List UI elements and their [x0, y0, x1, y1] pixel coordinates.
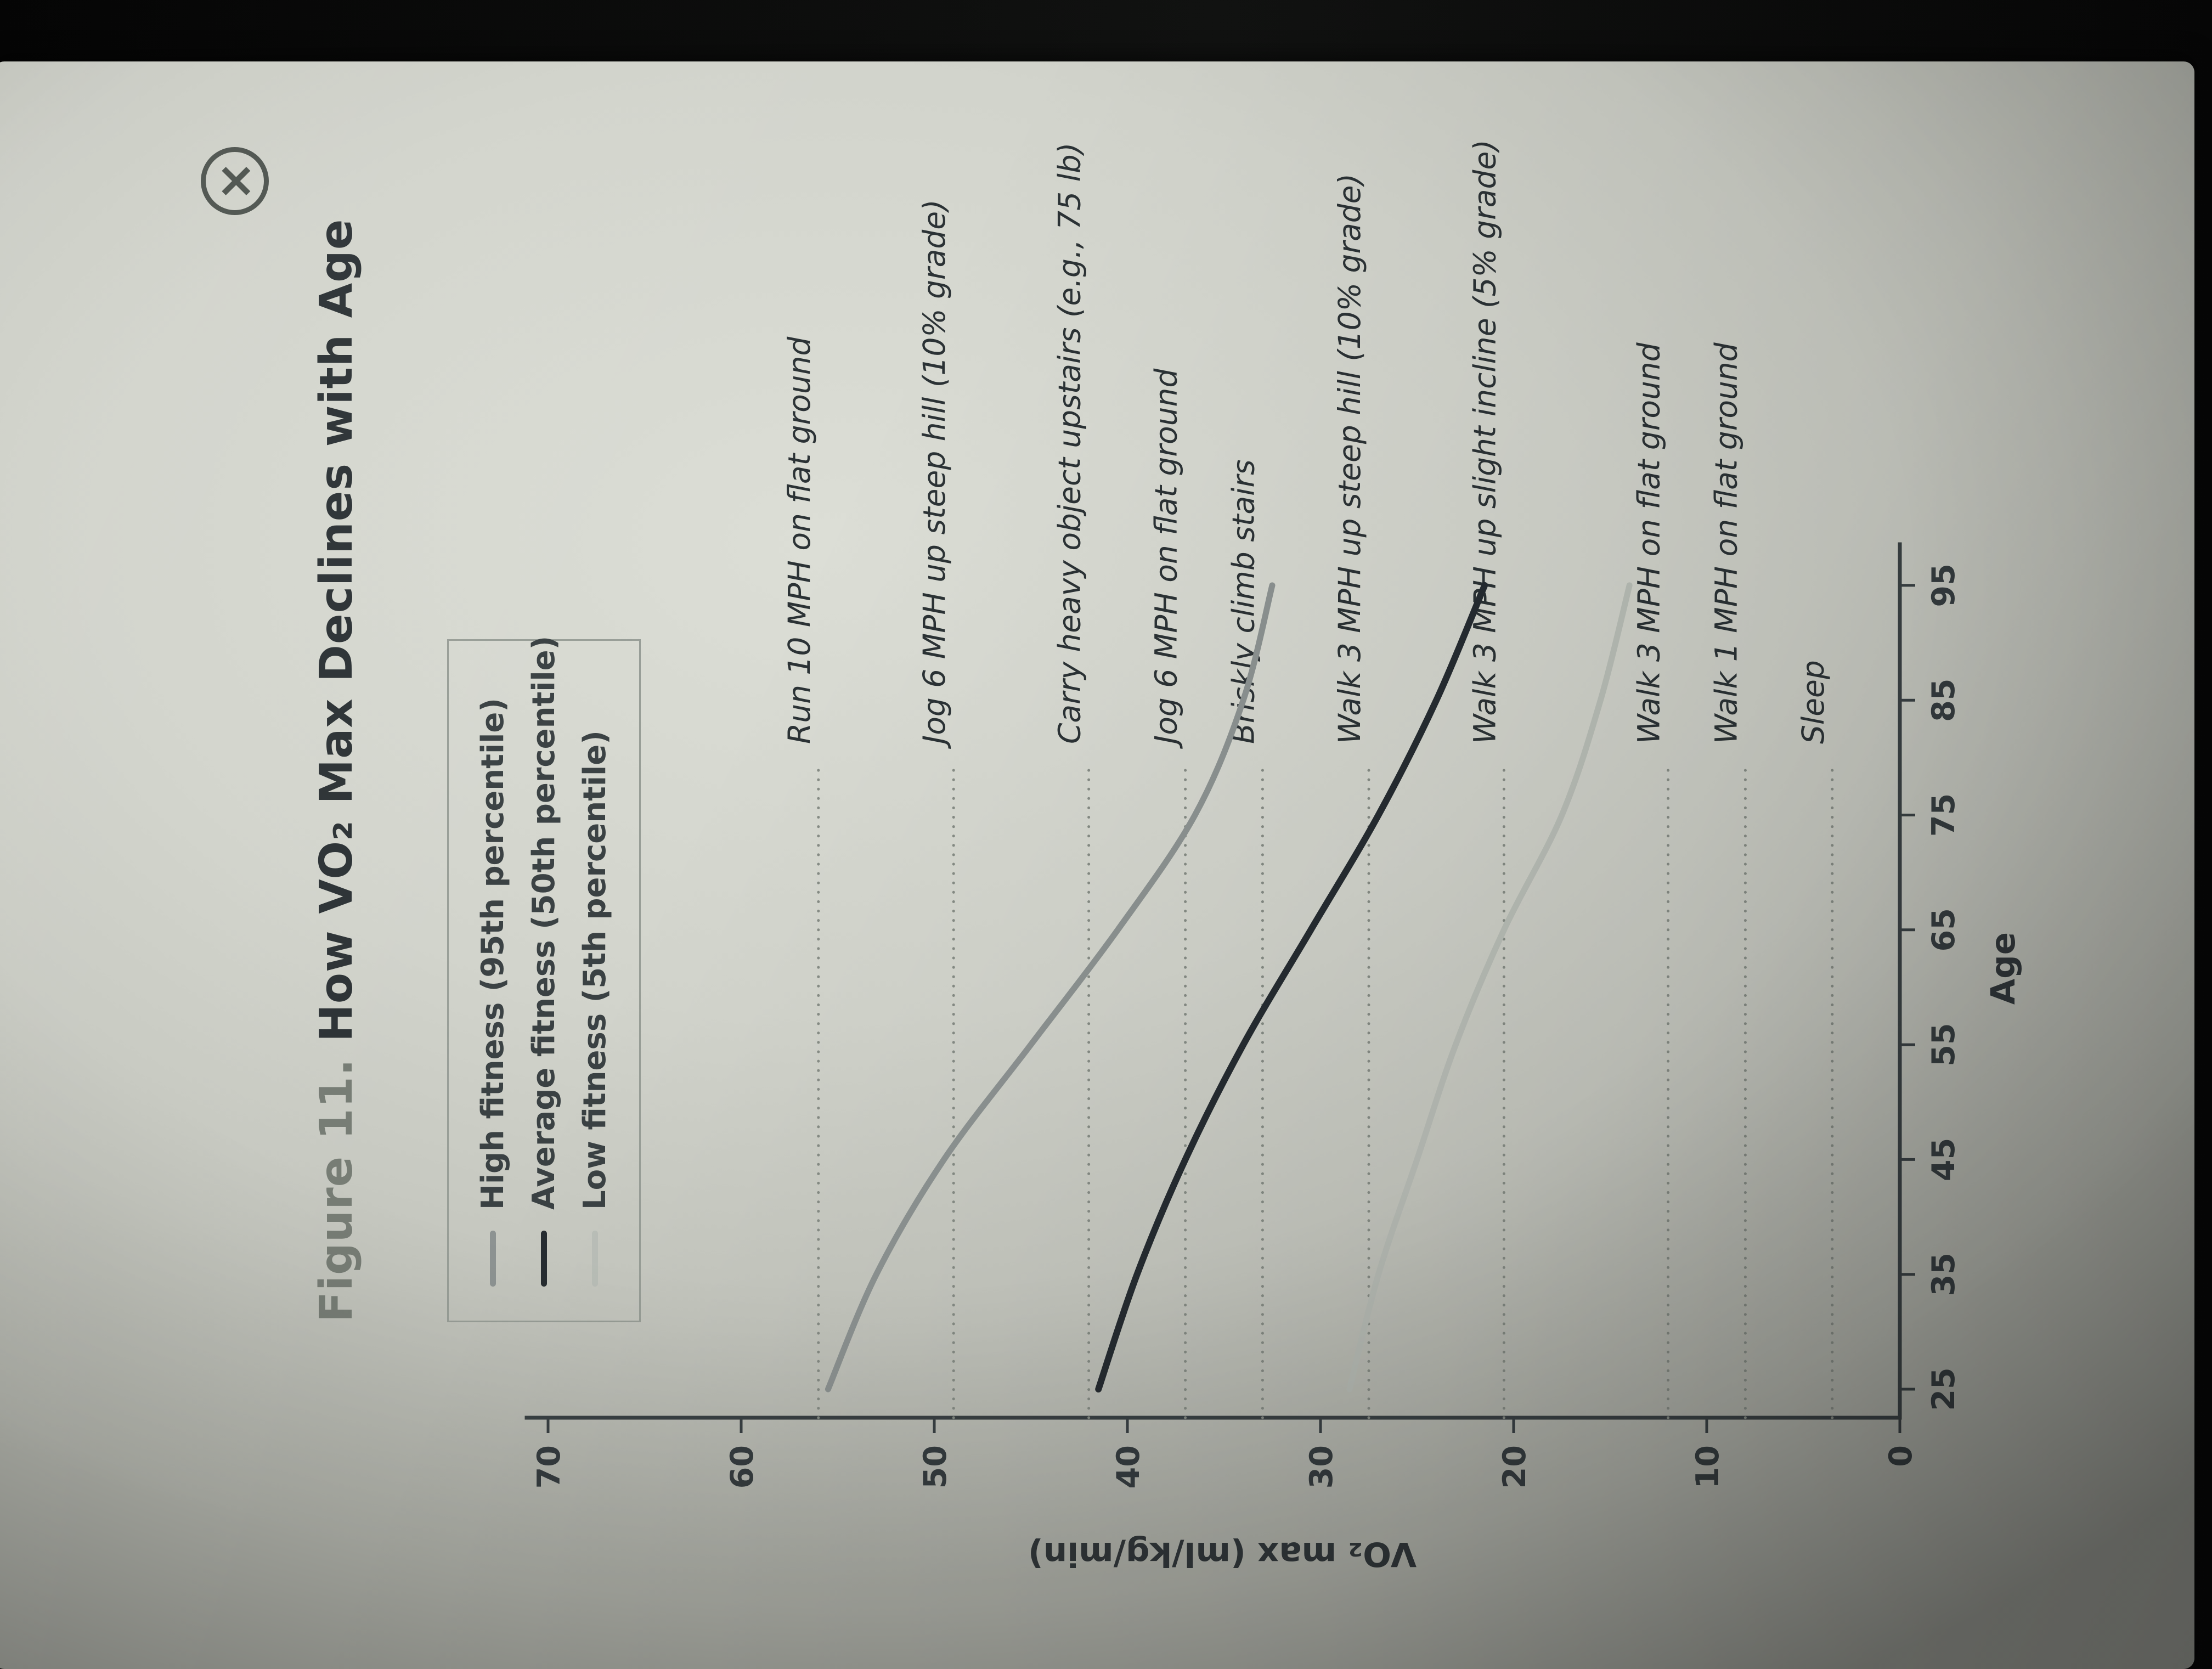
figure-title: Figure 11. How VO₂ Max Declines with Age [311, 219, 363, 1323]
y-tick-label: 0 [1883, 1445, 1919, 1467]
legend-swatch [541, 1231, 547, 1287]
x-tick-label: 55 [1926, 1023, 1962, 1066]
legend-label: High fitness (95th percentile) [475, 698, 511, 1210]
x-tick-label: 25 [1926, 1367, 1962, 1411]
reference-label: Jog 6 MPH on flat ground [1149, 368, 1184, 749]
chart-legend: High fitness (95th percentile) Average fi… [447, 636, 641, 1322]
figure-page: 0 10 20 30 40 50 60 70 25 35 45 55 65 75 85 95 Age VO₂ ma… [48, 71, 2160, 1608]
y-tick-label: 40 [1110, 1445, 1147, 1488]
close-icon: × [206, 161, 263, 201]
x-tick-label: 95 [1926, 563, 1962, 607]
device-screen: 0 10 20 30 40 50 60 70 25 35 45 55 65 75 85 95 Age VO₂ ma… [0, 61, 2194, 1669]
y-tick-label: 10 [1690, 1445, 1726, 1488]
x-tick-label: 65 [1926, 908, 1962, 951]
x-axis-label: Age [1984, 932, 2023, 1005]
legend-item: Average fitness (50th percentile) [526, 636, 562, 1287]
chart-svg: 0 10 20 30 40 50 60 70 25 35 45 55 65 75 85 95 Age VO₂ ma… [524, 139, 2023, 1574]
series-line-average-fitness [1095, 582, 1488, 1392]
y-tick-label: 20 [1497, 1445, 1533, 1488]
x-tick-label: 75 [1926, 793, 1962, 837]
y-axis-label: VO₂ max (ml/kg/min) [1028, 1535, 1417, 1574]
y-tick-label: 30 [1304, 1445, 1340, 1488]
reference-label: Walk 3 MPH on flat ground [1632, 342, 1667, 744]
x-tick-label: 45 [1926, 1138, 1962, 1181]
figure-title-text: How VO₂ Max Declines with Age [311, 218, 363, 1042]
y-tick-label: 50 [917, 1445, 953, 1488]
y-tick-label: 60 [724, 1445, 760, 1488]
legend-swatch [592, 1231, 598, 1287]
reference-label: Carry heavy object upstairs (e.g., 75 lb… [1052, 143, 1087, 744]
reference-label: Run 10 MPH on flat ground [782, 336, 817, 744]
legend-swatch [490, 1231, 496, 1287]
reference-label: Walk 1 MPH on flat ground [1708, 342, 1743, 744]
legend-item: Low fitness (5th percentile) [577, 641, 613, 1287]
reference-label: Walk 3 MPH up steep hill (10% grade) [1332, 173, 1367, 744]
reference-label: Jog 6 MPH up steep hill (10% grade) [917, 199, 952, 749]
close-button[interactable]: × [201, 147, 269, 215]
series-line-high-fitness [825, 582, 1276, 1392]
x-tick-label: 85 [1926, 679, 1962, 722]
reference-label: Walk 3 MPH up slight incline (5% grade) [1467, 139, 1502, 744]
figure-number: Figure 11. [311, 1058, 363, 1322]
legend-label: Low fitness (5th percentile) [577, 730, 613, 1210]
x-tick-label: 35 [1926, 1253, 1962, 1296]
legend-item: High fitness (95th percentile) [475, 641, 511, 1287]
legend-label: Average fitness (50th percentile) [526, 635, 562, 1210]
series-line-low-fitness [1346, 582, 1633, 1392]
reference-label: Sleep [1796, 660, 1831, 744]
y-tick-label: 70 [531, 1445, 567, 1488]
axes [524, 542, 1902, 1420]
